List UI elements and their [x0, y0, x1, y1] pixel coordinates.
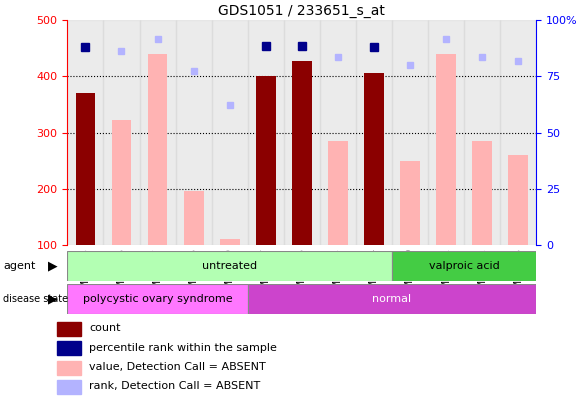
Bar: [256, 77, 275, 245]
Bar: [400, 161, 420, 245]
Bar: [212, 20, 248, 245]
Text: disease state: disease state: [3, 294, 68, 304]
Bar: [436, 54, 456, 245]
Bar: [320, 20, 356, 245]
Bar: [57, 360, 81, 375]
Title: GDS1051 / 233651_s_at: GDS1051 / 233651_s_at: [219, 4, 385, 18]
Bar: [328, 141, 347, 245]
Text: value, Detection Call = ABSENT: value, Detection Call = ABSENT: [89, 362, 266, 372]
Bar: [139, 20, 176, 245]
Bar: [464, 20, 500, 245]
Text: percentile rank within the sample: percentile rank within the sample: [89, 343, 277, 352]
Bar: [67, 20, 104, 245]
Text: normal: normal: [372, 294, 411, 304]
Text: ▶: ▶: [48, 292, 57, 305]
Bar: [220, 239, 240, 245]
Bar: [67, 251, 392, 281]
Bar: [57, 380, 81, 394]
Bar: [392, 20, 428, 245]
Bar: [104, 20, 139, 245]
Bar: [292, 61, 312, 245]
Bar: [76, 93, 96, 245]
Bar: [57, 341, 81, 355]
Bar: [356, 20, 392, 245]
Text: polycystic ovary syndrome: polycystic ovary syndrome: [83, 294, 233, 304]
Bar: [248, 20, 284, 245]
Bar: [176, 20, 212, 245]
Text: count: count: [89, 323, 121, 333]
Bar: [500, 20, 536, 245]
Bar: [248, 284, 536, 314]
Bar: [183, 190, 203, 245]
Text: untreated: untreated: [202, 261, 257, 271]
Text: rank, Detection Call = ABSENT: rank, Detection Call = ABSENT: [89, 381, 260, 391]
Bar: [111, 120, 131, 245]
Bar: [67, 284, 248, 314]
Bar: [472, 141, 492, 245]
Bar: [364, 73, 384, 245]
Text: agent: agent: [3, 261, 35, 271]
Bar: [284, 20, 320, 245]
Bar: [428, 20, 464, 245]
Bar: [508, 155, 528, 245]
Text: ▶: ▶: [48, 260, 57, 273]
Bar: [392, 251, 536, 281]
Bar: [57, 322, 81, 336]
Bar: [148, 54, 168, 245]
Text: valproic acid: valproic acid: [429, 261, 499, 271]
